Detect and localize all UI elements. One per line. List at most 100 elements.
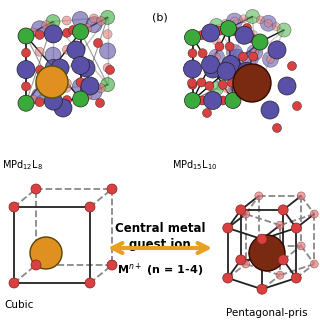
Circle shape	[251, 49, 259, 57]
Circle shape	[278, 205, 288, 215]
Circle shape	[256, 16, 264, 24]
Circle shape	[222, 67, 231, 76]
Circle shape	[72, 56, 90, 74]
Circle shape	[36, 66, 44, 75]
Circle shape	[100, 43, 116, 59]
Circle shape	[86, 17, 102, 33]
Circle shape	[245, 10, 260, 23]
Circle shape	[44, 92, 62, 110]
Circle shape	[35, 30, 44, 39]
Circle shape	[31, 88, 47, 104]
Circle shape	[202, 24, 220, 42]
Circle shape	[226, 60, 235, 69]
Circle shape	[83, 91, 92, 100]
Text: Pentagonal-pris: Pentagonal-pris	[226, 308, 308, 318]
Circle shape	[35, 47, 44, 56]
Circle shape	[54, 99, 72, 117]
Circle shape	[85, 278, 95, 288]
Circle shape	[260, 15, 276, 31]
Circle shape	[264, 19, 272, 27]
Circle shape	[310, 210, 318, 218]
Circle shape	[273, 124, 282, 132]
Circle shape	[262, 51, 278, 67]
Circle shape	[223, 273, 233, 283]
Circle shape	[44, 25, 62, 43]
Circle shape	[95, 99, 105, 108]
Circle shape	[73, 24, 89, 40]
Circle shape	[252, 67, 260, 75]
Circle shape	[249, 235, 285, 271]
Circle shape	[242, 260, 250, 268]
Circle shape	[217, 62, 235, 80]
Circle shape	[185, 29, 201, 45]
Circle shape	[31, 184, 41, 194]
Circle shape	[248, 34, 257, 43]
Circle shape	[100, 10, 115, 24]
Text: Cubic: Cubic	[4, 300, 33, 310]
Circle shape	[247, 44, 263, 60]
Circle shape	[28, 28, 37, 37]
Circle shape	[81, 77, 99, 95]
Circle shape	[100, 77, 115, 92]
Circle shape	[223, 84, 231, 92]
Circle shape	[31, 21, 47, 37]
Circle shape	[188, 80, 197, 89]
Circle shape	[278, 255, 288, 265]
Text: MPd$_{15}$L$_{10}$: MPd$_{15}$L$_{10}$	[172, 158, 217, 172]
Circle shape	[21, 48, 30, 57]
Circle shape	[188, 49, 197, 58]
Circle shape	[276, 221, 284, 229]
Circle shape	[215, 42, 224, 51]
Circle shape	[267, 55, 275, 63]
Circle shape	[85, 202, 95, 212]
Circle shape	[62, 79, 71, 88]
Circle shape	[197, 78, 206, 87]
Circle shape	[291, 223, 301, 233]
Circle shape	[257, 284, 267, 294]
Circle shape	[228, 78, 236, 87]
Circle shape	[233, 84, 241, 92]
Circle shape	[260, 70, 268, 78]
Circle shape	[276, 271, 284, 279]
Circle shape	[46, 15, 60, 28]
Circle shape	[198, 49, 207, 58]
Circle shape	[62, 28, 71, 37]
Circle shape	[45, 47, 61, 63]
Circle shape	[202, 55, 220, 74]
Circle shape	[36, 66, 68, 98]
Circle shape	[62, 16, 71, 25]
Circle shape	[62, 96, 71, 105]
Circle shape	[188, 65, 197, 74]
Circle shape	[210, 82, 223, 95]
Circle shape	[72, 12, 88, 28]
Circle shape	[45, 60, 61, 76]
Circle shape	[197, 31, 206, 40]
Circle shape	[240, 31, 249, 40]
Circle shape	[42, 21, 51, 30]
Circle shape	[62, 83, 71, 92]
Circle shape	[185, 92, 201, 108]
Circle shape	[103, 30, 112, 39]
Circle shape	[198, 96, 207, 105]
Circle shape	[18, 28, 34, 44]
Circle shape	[212, 69, 220, 77]
Text: Central metal
guest ion: Central metal guest ion	[115, 222, 205, 251]
Circle shape	[220, 20, 236, 36]
Circle shape	[183, 60, 202, 78]
Circle shape	[277, 23, 291, 37]
Circle shape	[250, 30, 258, 38]
Circle shape	[90, 81, 99, 90]
Circle shape	[68, 26, 77, 35]
Circle shape	[292, 101, 301, 110]
Circle shape	[188, 78, 196, 87]
Circle shape	[218, 96, 228, 105]
Circle shape	[223, 223, 233, 233]
Circle shape	[206, 60, 215, 69]
Circle shape	[255, 242, 263, 250]
Circle shape	[222, 55, 240, 74]
Circle shape	[249, 52, 258, 61]
Circle shape	[203, 108, 212, 117]
Circle shape	[221, 19, 229, 27]
Circle shape	[230, 17, 238, 25]
Circle shape	[204, 92, 222, 109]
